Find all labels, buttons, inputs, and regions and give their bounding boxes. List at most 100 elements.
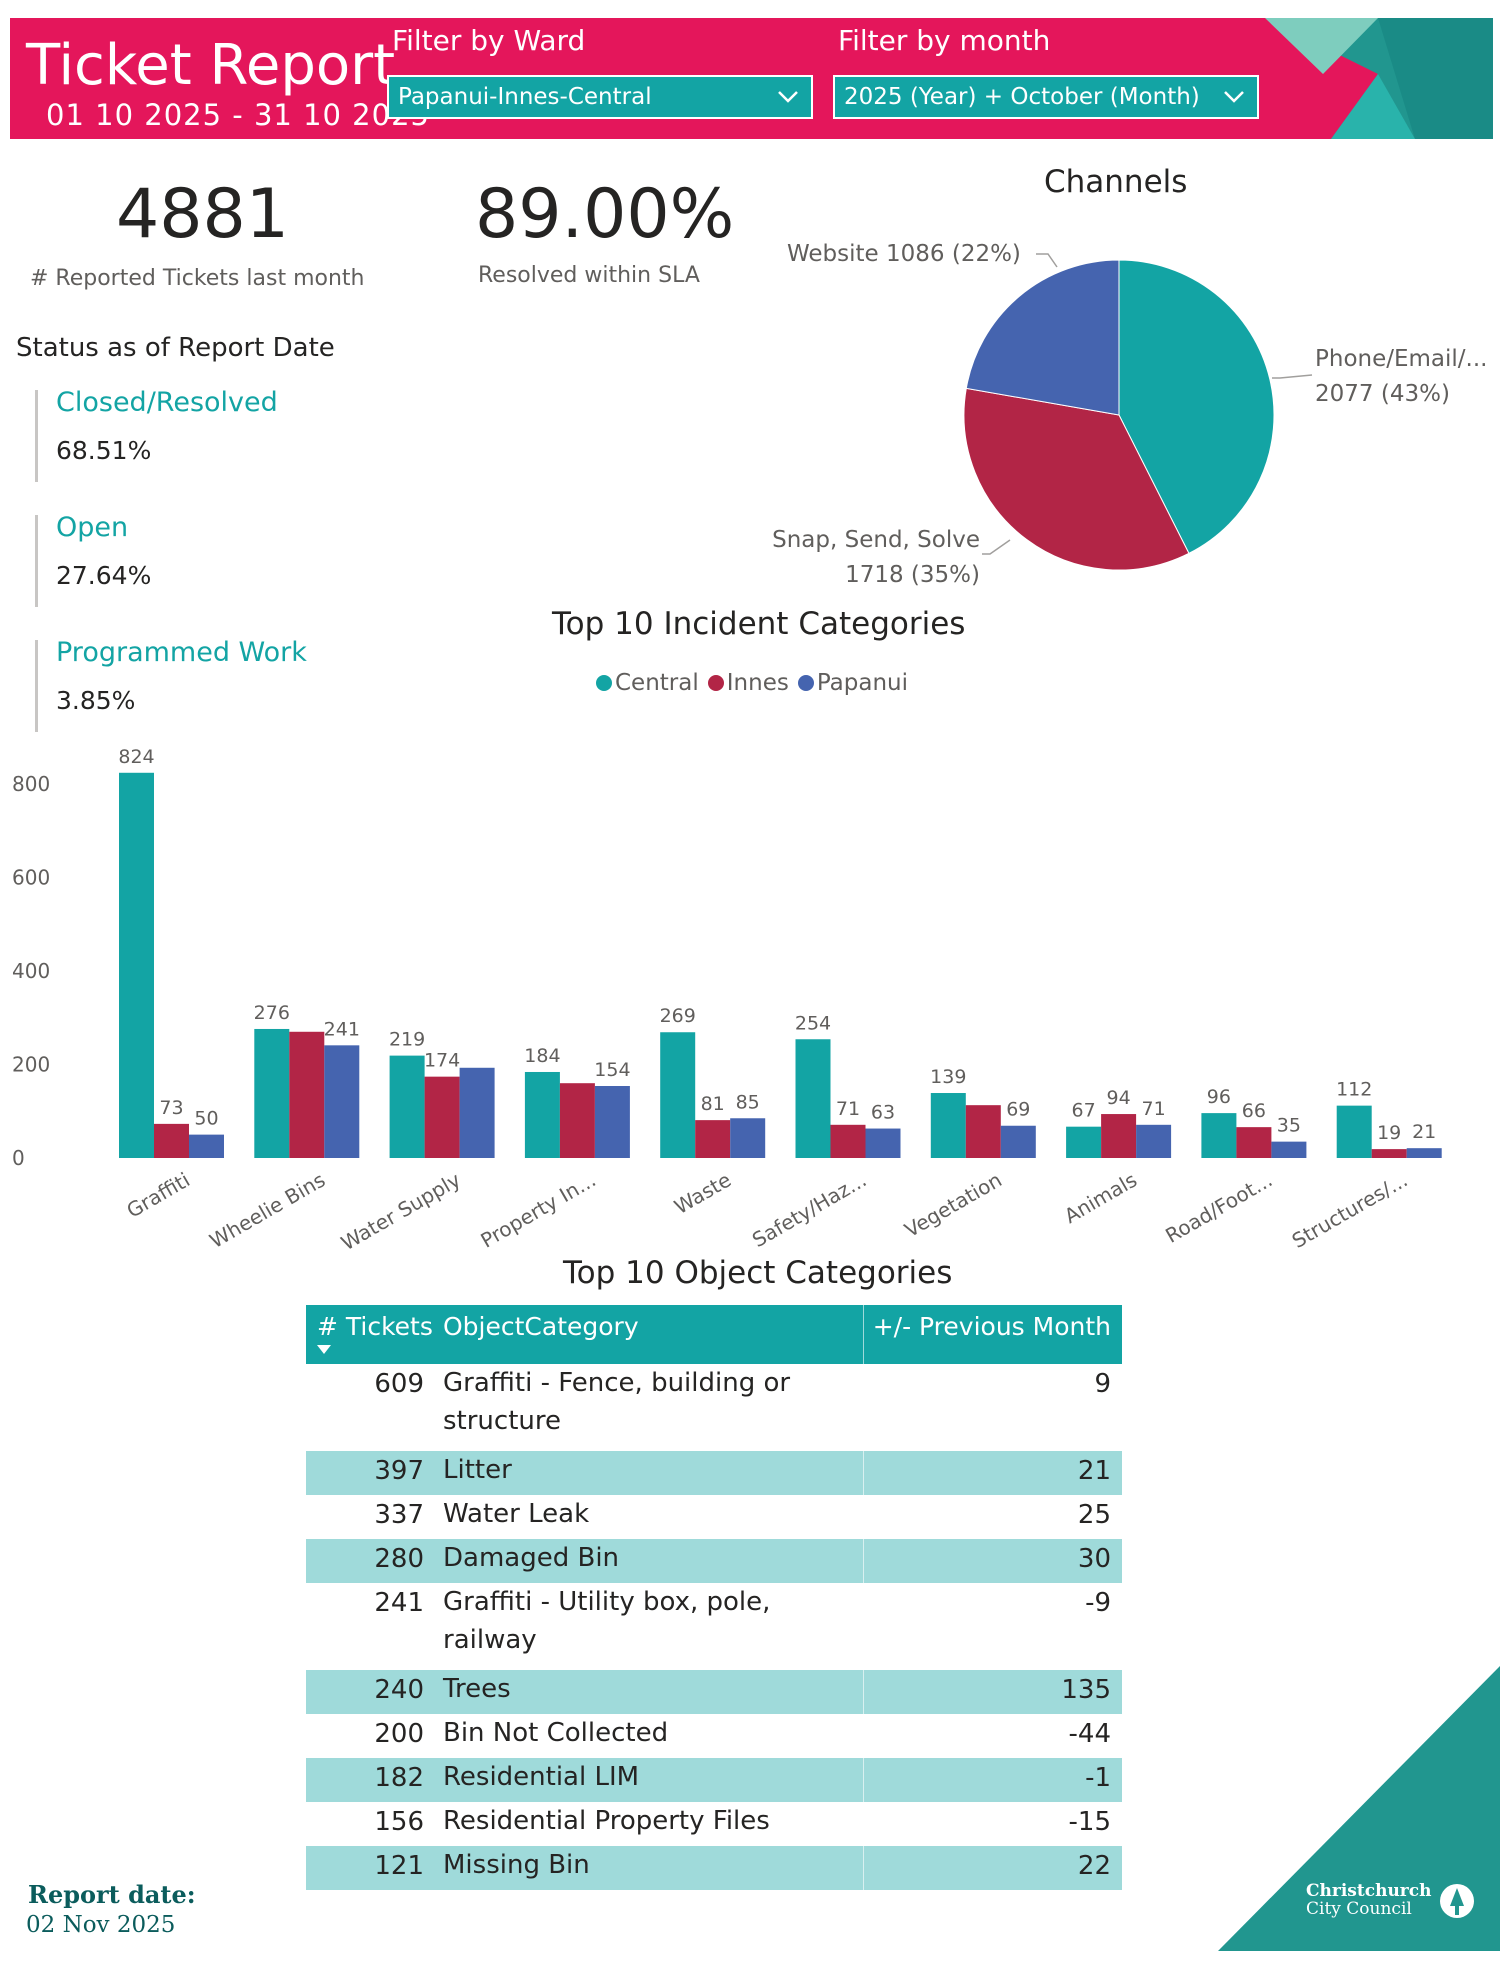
x-category-label: Structures/... bbox=[1288, 1168, 1412, 1253]
bar-central[interactable] bbox=[660, 1032, 696, 1158]
cell-tickets: 121 bbox=[374, 1851, 424, 1881]
bar-innes[interactable] bbox=[424, 1076, 460, 1158]
table-row[interactable]: 156 Residential Property Files -15 bbox=[306, 1802, 1122, 1846]
table-row[interactable]: 337 Water Leak 25 bbox=[306, 1495, 1122, 1539]
chevron-down-icon bbox=[1224, 91, 1244, 103]
bar-innes[interactable] bbox=[1101, 1114, 1137, 1158]
legend-item-central[interactable]: Central bbox=[596, 670, 699, 696]
table-row[interactable]: 280 Damaged Bin 30 bbox=[306, 1539, 1122, 1583]
bar-data-label: 269 bbox=[660, 1005, 696, 1027]
bar-innes[interactable] bbox=[154, 1123, 189, 1158]
incident-chart-title: Top 10 Incident Categories bbox=[552, 606, 966, 642]
bar-innes[interactable] bbox=[1371, 1149, 1407, 1158]
column-divider bbox=[863, 1670, 864, 1714]
column-divider bbox=[863, 1758, 864, 1802]
x-category-label: Road/Foot... bbox=[1161, 1168, 1276, 1248]
report-date-value: 02 Nov 2025 bbox=[26, 1912, 176, 1938]
bar-data-label: 50 bbox=[194, 1108, 218, 1130]
cell-prev-month-diff: 25 bbox=[1077, 1500, 1111, 1530]
column-divider bbox=[863, 1583, 864, 1670]
table-header: # Tickets ObjectCategory +/- Previous Mo… bbox=[306, 1305, 1122, 1364]
bar-central[interactable] bbox=[1336, 1105, 1372, 1158]
cell-object-category: Missing Bin bbox=[443, 1850, 590, 1880]
bar-data-label: 824 bbox=[118, 746, 154, 768]
header-object-category[interactable]: ObjectCategory bbox=[443, 1312, 639, 1341]
cell-object-category: Trees bbox=[443, 1674, 511, 1704]
bar-central[interactable] bbox=[524, 1071, 560, 1158]
table-row[interactable]: 121 Missing Bin 22 bbox=[306, 1846, 1122, 1890]
legend-item-innes[interactable]: Innes bbox=[707, 670, 789, 696]
legend-item-papanui[interactable]: Papanui bbox=[797, 670, 908, 696]
pie-label-phone-value: 2077 (43%) bbox=[1315, 381, 1450, 407]
bar-papanui[interactable] bbox=[459, 1067, 495, 1158]
bar-papanui[interactable] bbox=[189, 1134, 224, 1158]
bar-central[interactable] bbox=[119, 772, 154, 1158]
legend-label: Central bbox=[615, 670, 699, 696]
x-category-label: Waste bbox=[670, 1168, 735, 1219]
table-row[interactable]: 200 Bin Not Collected -44 bbox=[306, 1714, 1122, 1758]
sla-label: Resolved within SLA bbox=[478, 263, 700, 288]
bar-papanui[interactable] bbox=[1406, 1148, 1442, 1158]
status-closed-card: Closed/Resolved 68.51% bbox=[35, 387, 356, 482]
column-divider bbox=[863, 1495, 864, 1539]
table-row[interactable]: 609 Graffiti - Fence, building or structu… bbox=[306, 1364, 1122, 1451]
bar-central[interactable] bbox=[795, 1039, 831, 1158]
cell-object-category: Water Leak bbox=[443, 1499, 590, 1529]
bar-papanui[interactable] bbox=[865, 1128, 901, 1158]
table-row[interactable]: 241 Graffiti - Utility box, pole, railway… bbox=[306, 1583, 1122, 1670]
council-emblem-icon bbox=[1440, 1884, 1474, 1918]
table-row[interactable]: 182 Residential LIM -1 bbox=[306, 1758, 1122, 1802]
bar-central[interactable] bbox=[1201, 1113, 1237, 1158]
pie-slice-website[interactable] bbox=[965, 259, 1120, 416]
bar-papanui[interactable] bbox=[730, 1118, 766, 1158]
bar-central[interactable] bbox=[389, 1055, 425, 1158]
header-tickets[interactable]: # Tickets bbox=[317, 1312, 433, 1341]
bar-innes[interactable] bbox=[289, 1031, 325, 1158]
cell-prev-month-diff: 22 bbox=[1077, 1851, 1111, 1881]
bar-data-label: 276 bbox=[254, 1002, 290, 1024]
bar-papanui[interactable] bbox=[594, 1086, 630, 1158]
bar-innes[interactable] bbox=[830, 1124, 866, 1158]
month-filter-label: Filter by month bbox=[838, 24, 1051, 57]
bar-central[interactable] bbox=[1066, 1126, 1102, 1158]
bar-data-label: 67 bbox=[1072, 1100, 1096, 1122]
y-tick-label: 0 bbox=[12, 1146, 25, 1170]
bar-papanui[interactable] bbox=[324, 1045, 360, 1158]
bar-papanui[interactable] bbox=[1136, 1124, 1172, 1158]
x-category-label: Water Supply bbox=[337, 1167, 465, 1255]
column-divider bbox=[863, 1364, 864, 1451]
pie-slice-phone[interactable] bbox=[1118, 259, 1275, 555]
bar-innes[interactable] bbox=[965, 1105, 1001, 1158]
table-row[interactable]: 240 Trees 135 bbox=[306, 1670, 1122, 1714]
cell-prev-month-diff: 135 bbox=[1061, 1675, 1111, 1705]
header-prev-month[interactable]: +/- Previous Month bbox=[872, 1312, 1111, 1341]
cell-object-category: Bin Not Collected bbox=[443, 1718, 669, 1748]
bar-papanui[interactable] bbox=[1000, 1125, 1036, 1158]
bar-papanui[interactable] bbox=[1271, 1141, 1307, 1158]
logo-line-1: Christchurch bbox=[1306, 1881, 1432, 1901]
leader-line-snap bbox=[982, 539, 1011, 555]
status-open-value: 27.64% bbox=[56, 561, 152, 590]
table-row[interactable]: 397 Litter 21 bbox=[306, 1451, 1122, 1495]
incident-bar-chart: 0 200 400 600 800 824 73 50 Graffiti 276 241 Wheeli… bbox=[12, 746, 1442, 1255]
bar-innes[interactable] bbox=[695, 1120, 731, 1158]
column-divider bbox=[863, 1539, 864, 1583]
ward-filter-label: Filter by Ward bbox=[392, 24, 586, 57]
month-filter-dropdown[interactable]: 2025 (Year) + October (Month) bbox=[833, 75, 1259, 119]
legend-dot bbox=[797, 675, 814, 691]
cell-tickets: 182 bbox=[374, 1763, 424, 1793]
legend-label: Innes bbox=[726, 670, 789, 696]
bar-data-label: 85 bbox=[736, 1091, 760, 1113]
bar-data-label: 19 bbox=[1377, 1122, 1401, 1144]
ward-filter-value: Papanui-Innes-Central bbox=[398, 84, 652, 110]
bar-innes[interactable] bbox=[1236, 1127, 1272, 1158]
cell-tickets: 240 bbox=[374, 1675, 424, 1705]
bar-central[interactable] bbox=[930, 1093, 966, 1158]
cell-prev-month-diff: 30 bbox=[1077, 1544, 1111, 1574]
ward-filter-dropdown[interactable]: Papanui-Innes-Central bbox=[387, 75, 813, 119]
pie-slice-snap[interactable] bbox=[963, 387, 1190, 571]
reported-tickets-label: # Reported Tickets last month bbox=[30, 266, 365, 291]
bar-innes[interactable] bbox=[559, 1083, 595, 1158]
chevron-down-icon bbox=[778, 91, 798, 103]
bar-central[interactable] bbox=[254, 1028, 290, 1158]
